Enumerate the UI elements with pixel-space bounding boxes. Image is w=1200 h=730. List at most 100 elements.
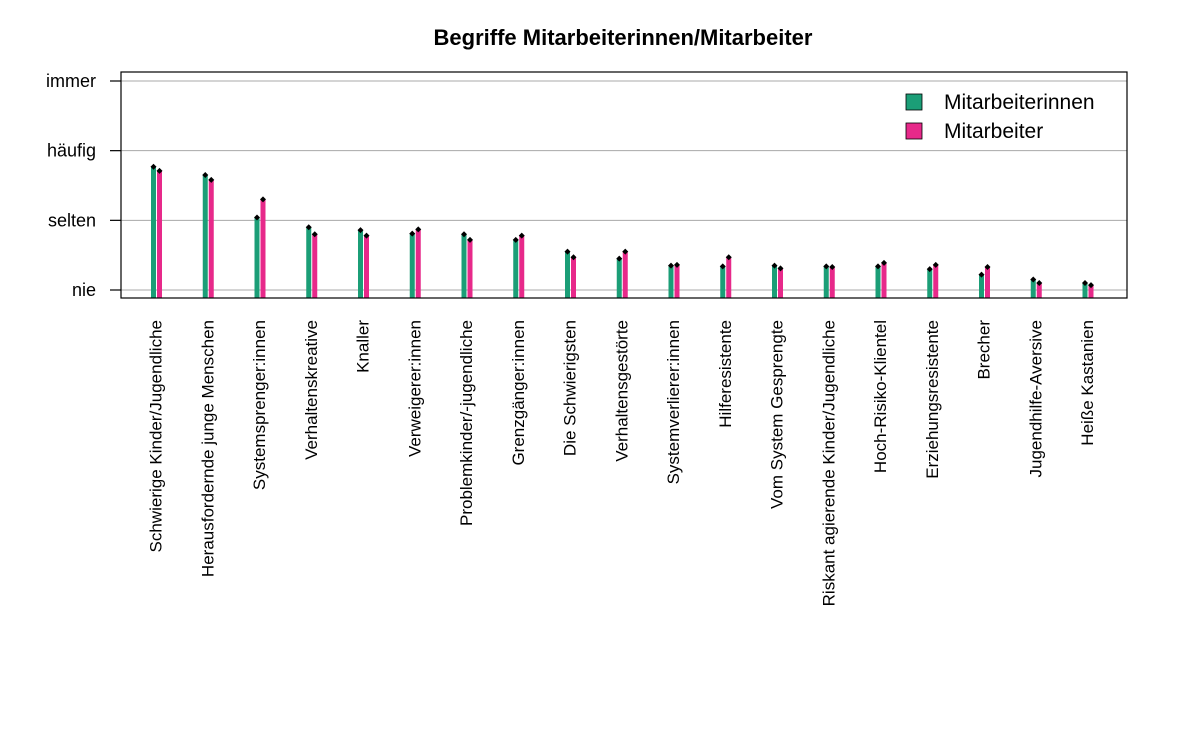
category-label: Systemverlierer:innen (664, 320, 683, 484)
category-label: Brecher (975, 320, 994, 380)
bar-mitarbeiter (1036, 283, 1042, 298)
category-label: Knaller (354, 320, 373, 373)
data-point-marker (881, 259, 887, 266)
category-label: Die Schwierigsten (561, 320, 580, 456)
data-point-marker (357, 227, 364, 234)
bar-mitarbeiterinnen (668, 265, 674, 298)
bar-mitarbeiterinnen (720, 266, 726, 298)
bar-mitarbeiter (467, 239, 473, 298)
category-label: Herausfordernde junge Menschen (198, 320, 217, 577)
data-point-marker (725, 254, 732, 261)
bar-mitarbeiterinnen (875, 266, 881, 298)
data-point-marker (512, 236, 519, 243)
bar-mitarbeiter (208, 179, 214, 298)
data-point-marker (260, 196, 266, 203)
bar-mitarbeiterinnen (772, 265, 777, 298)
data-point-marker (668, 262, 674, 269)
bar-mitarbeiter (364, 235, 369, 298)
legend: Mitarbeiterinnen Mitarbeiter (905, 91, 1095, 143)
category-label: Erziehungsresistente (923, 320, 942, 479)
bar-mitarbeiterinnen (927, 269, 933, 298)
bar-mitarbeiter (519, 235, 525, 298)
bar-mitarbeiter (415, 229, 421, 298)
data-point-marker (719, 263, 726, 270)
data-point-marker (829, 264, 836, 271)
y-tick-label: häufig (47, 141, 96, 161)
category-label: Vom System Gesprengte (768, 320, 787, 509)
bar-mitarbeiterinnen (616, 258, 622, 298)
bars (151, 166, 1094, 298)
data-point-marker (616, 255, 623, 262)
bar-mitarbeiterinnen (823, 266, 829, 298)
bar-mitarbeiter (829, 267, 835, 298)
data-point-marker (208, 176, 215, 183)
data-point-marker (156, 167, 163, 174)
data-point-marker (467, 236, 473, 243)
data-point-marker (926, 266, 933, 273)
category-label: Schwierige Kinder/Jugendliche (147, 320, 166, 552)
data-point-marker (564, 248, 571, 255)
plot-frame (120, 71, 1128, 299)
data-point-marker (978, 271, 985, 278)
bar-mitarbeiter (985, 267, 990, 298)
bar-mitarbeiter (726, 257, 732, 298)
category-label: Grenzgänger:innen (509, 320, 528, 466)
data-point-marker (305, 224, 312, 231)
category-label: Heiße Kastanien (1078, 320, 1097, 446)
category-label: Verweigerer:innen (405, 320, 424, 457)
category-label: Jugendhilfe-Aversive (1026, 320, 1045, 478)
bar-mitarbeiter (881, 262, 887, 298)
y-tick-label: selten (48, 210, 96, 230)
data-point-marker (1036, 280, 1043, 287)
bar-mitarbeiter (933, 264, 939, 298)
bar-mitarbeiter (622, 251, 628, 298)
data-point-marker (984, 264, 991, 271)
bar-mitarbeiterinnen (565, 251, 570, 298)
chart-title: Begriffe Mitarbeiterinnen/Mitarbeiter (434, 25, 813, 50)
bar-mitarbeiterinnen (461, 234, 467, 298)
data-point-marker (518, 232, 525, 239)
y-tick-label: immer (46, 71, 96, 91)
data-point-marker (461, 231, 467, 238)
x-axis-labels: Schwierige Kinder/Jugendliche Herausforde… (147, 320, 1098, 607)
bar-mitarbeiterinnen (409, 233, 415, 298)
data-point-marker (1030, 276, 1037, 283)
data-point-marker (254, 214, 260, 221)
category-label: Verhaltenskreative (302, 320, 321, 460)
bar-mitarbeiter (260, 199, 266, 298)
legend-label: Mitarbeiterinnen (944, 91, 1095, 114)
category-label: Riskant agierende Kinder/Jugendliche (819, 320, 838, 606)
data-point-marker (409, 230, 416, 237)
category-label: Verhaltensgestörte (612, 320, 631, 462)
bar-mitarbeiterinnen (254, 217, 260, 298)
legend-swatch (905, 93, 923, 111)
data-point-marker (622, 248, 629, 255)
data-point-marker (570, 254, 577, 261)
category-label: Problemkinder/-jugendliche (457, 320, 476, 526)
legend-label: Mitarbeiter (944, 120, 1043, 143)
bar-mitarbeiterinnen (979, 274, 984, 298)
bar-mitarbeiter (157, 170, 162, 298)
data-point-marker (363, 232, 370, 239)
bar-mitarbeiterinnen (1082, 283, 1088, 298)
legend-swatch (905, 122, 923, 140)
point-markers (150, 163, 1094, 289)
bar-mitarbeiterinnen (202, 175, 208, 298)
bar-mitarbeiterinnen (306, 227, 312, 298)
data-point-marker (674, 261, 680, 268)
data-point-marker (311, 231, 318, 238)
data-point-marker (1088, 282, 1094, 289)
bar-mitarbeiter (674, 264, 680, 298)
category-label: Systemsprenger:innen (250, 320, 269, 490)
bar-mitarbeiter (778, 268, 783, 298)
data-point-marker (823, 263, 830, 270)
bar-mitarbeiterinnen (151, 166, 156, 298)
bar-mitarbeiter (312, 234, 318, 298)
data-point-marker (150, 163, 157, 170)
data-point-marker (1082, 280, 1088, 287)
bar-mitarbeiterinnen (1030, 279, 1036, 298)
data-point-marker (932, 261, 939, 268)
data-point-marker (202, 172, 209, 179)
y-axis: nie selten häufig immer (46, 71, 121, 300)
